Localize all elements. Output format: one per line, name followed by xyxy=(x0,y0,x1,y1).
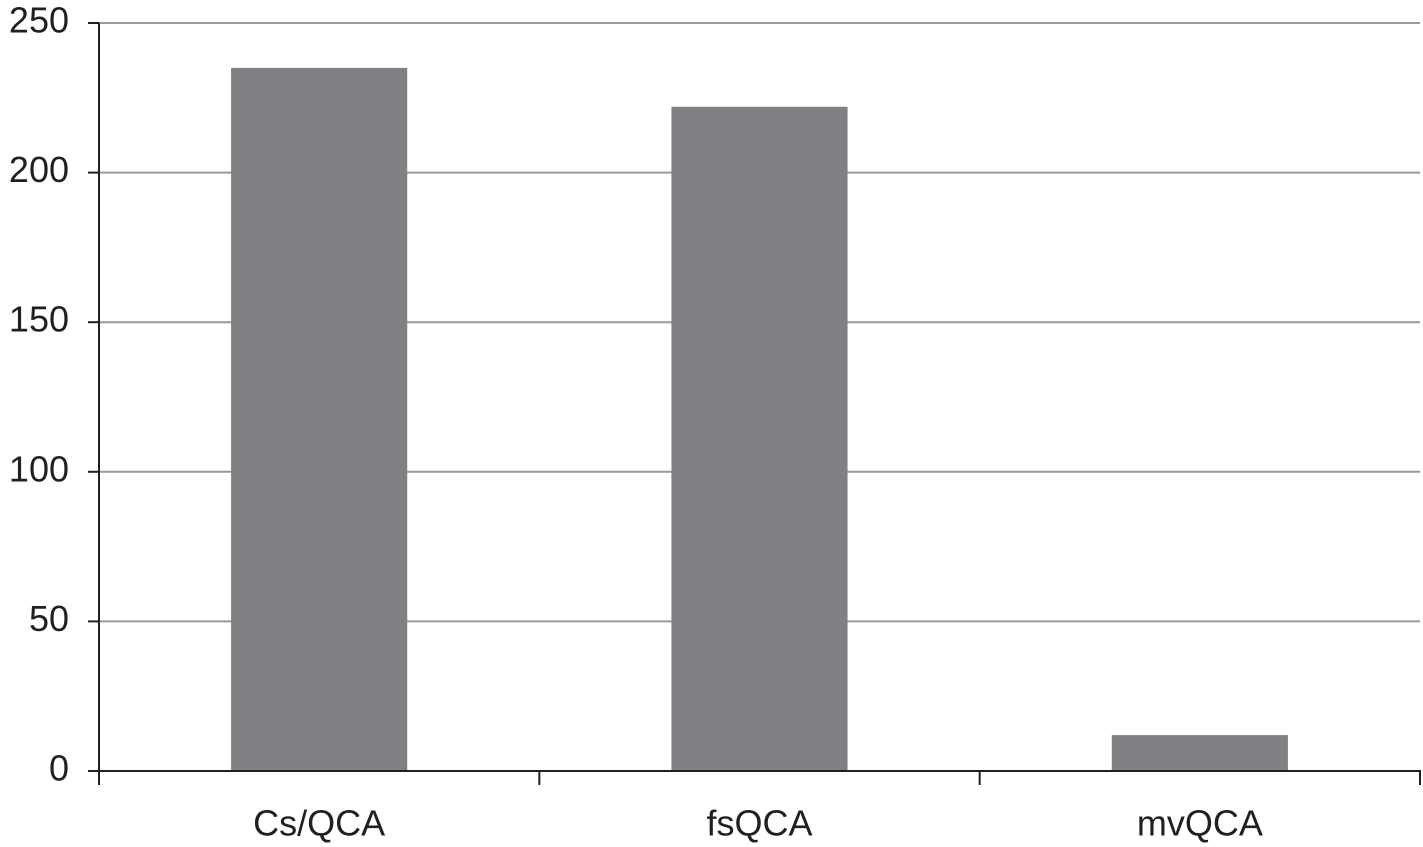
bar xyxy=(1111,735,1288,771)
y-tick-label: 150 xyxy=(9,299,69,340)
x-tick-label: mvQCA xyxy=(1137,803,1263,844)
bar xyxy=(231,67,408,771)
x-tick-label: fsQCA xyxy=(706,803,812,844)
y-tick-label: 250 xyxy=(9,0,69,41)
y-tick-label: 100 xyxy=(9,448,69,489)
x-tick-label: Cs/QCA xyxy=(253,803,385,844)
y-tick-label: 50 xyxy=(29,598,69,639)
y-tick-label: 0 xyxy=(49,748,69,789)
bar xyxy=(671,106,848,771)
y-tick-label: 200 xyxy=(9,149,69,190)
